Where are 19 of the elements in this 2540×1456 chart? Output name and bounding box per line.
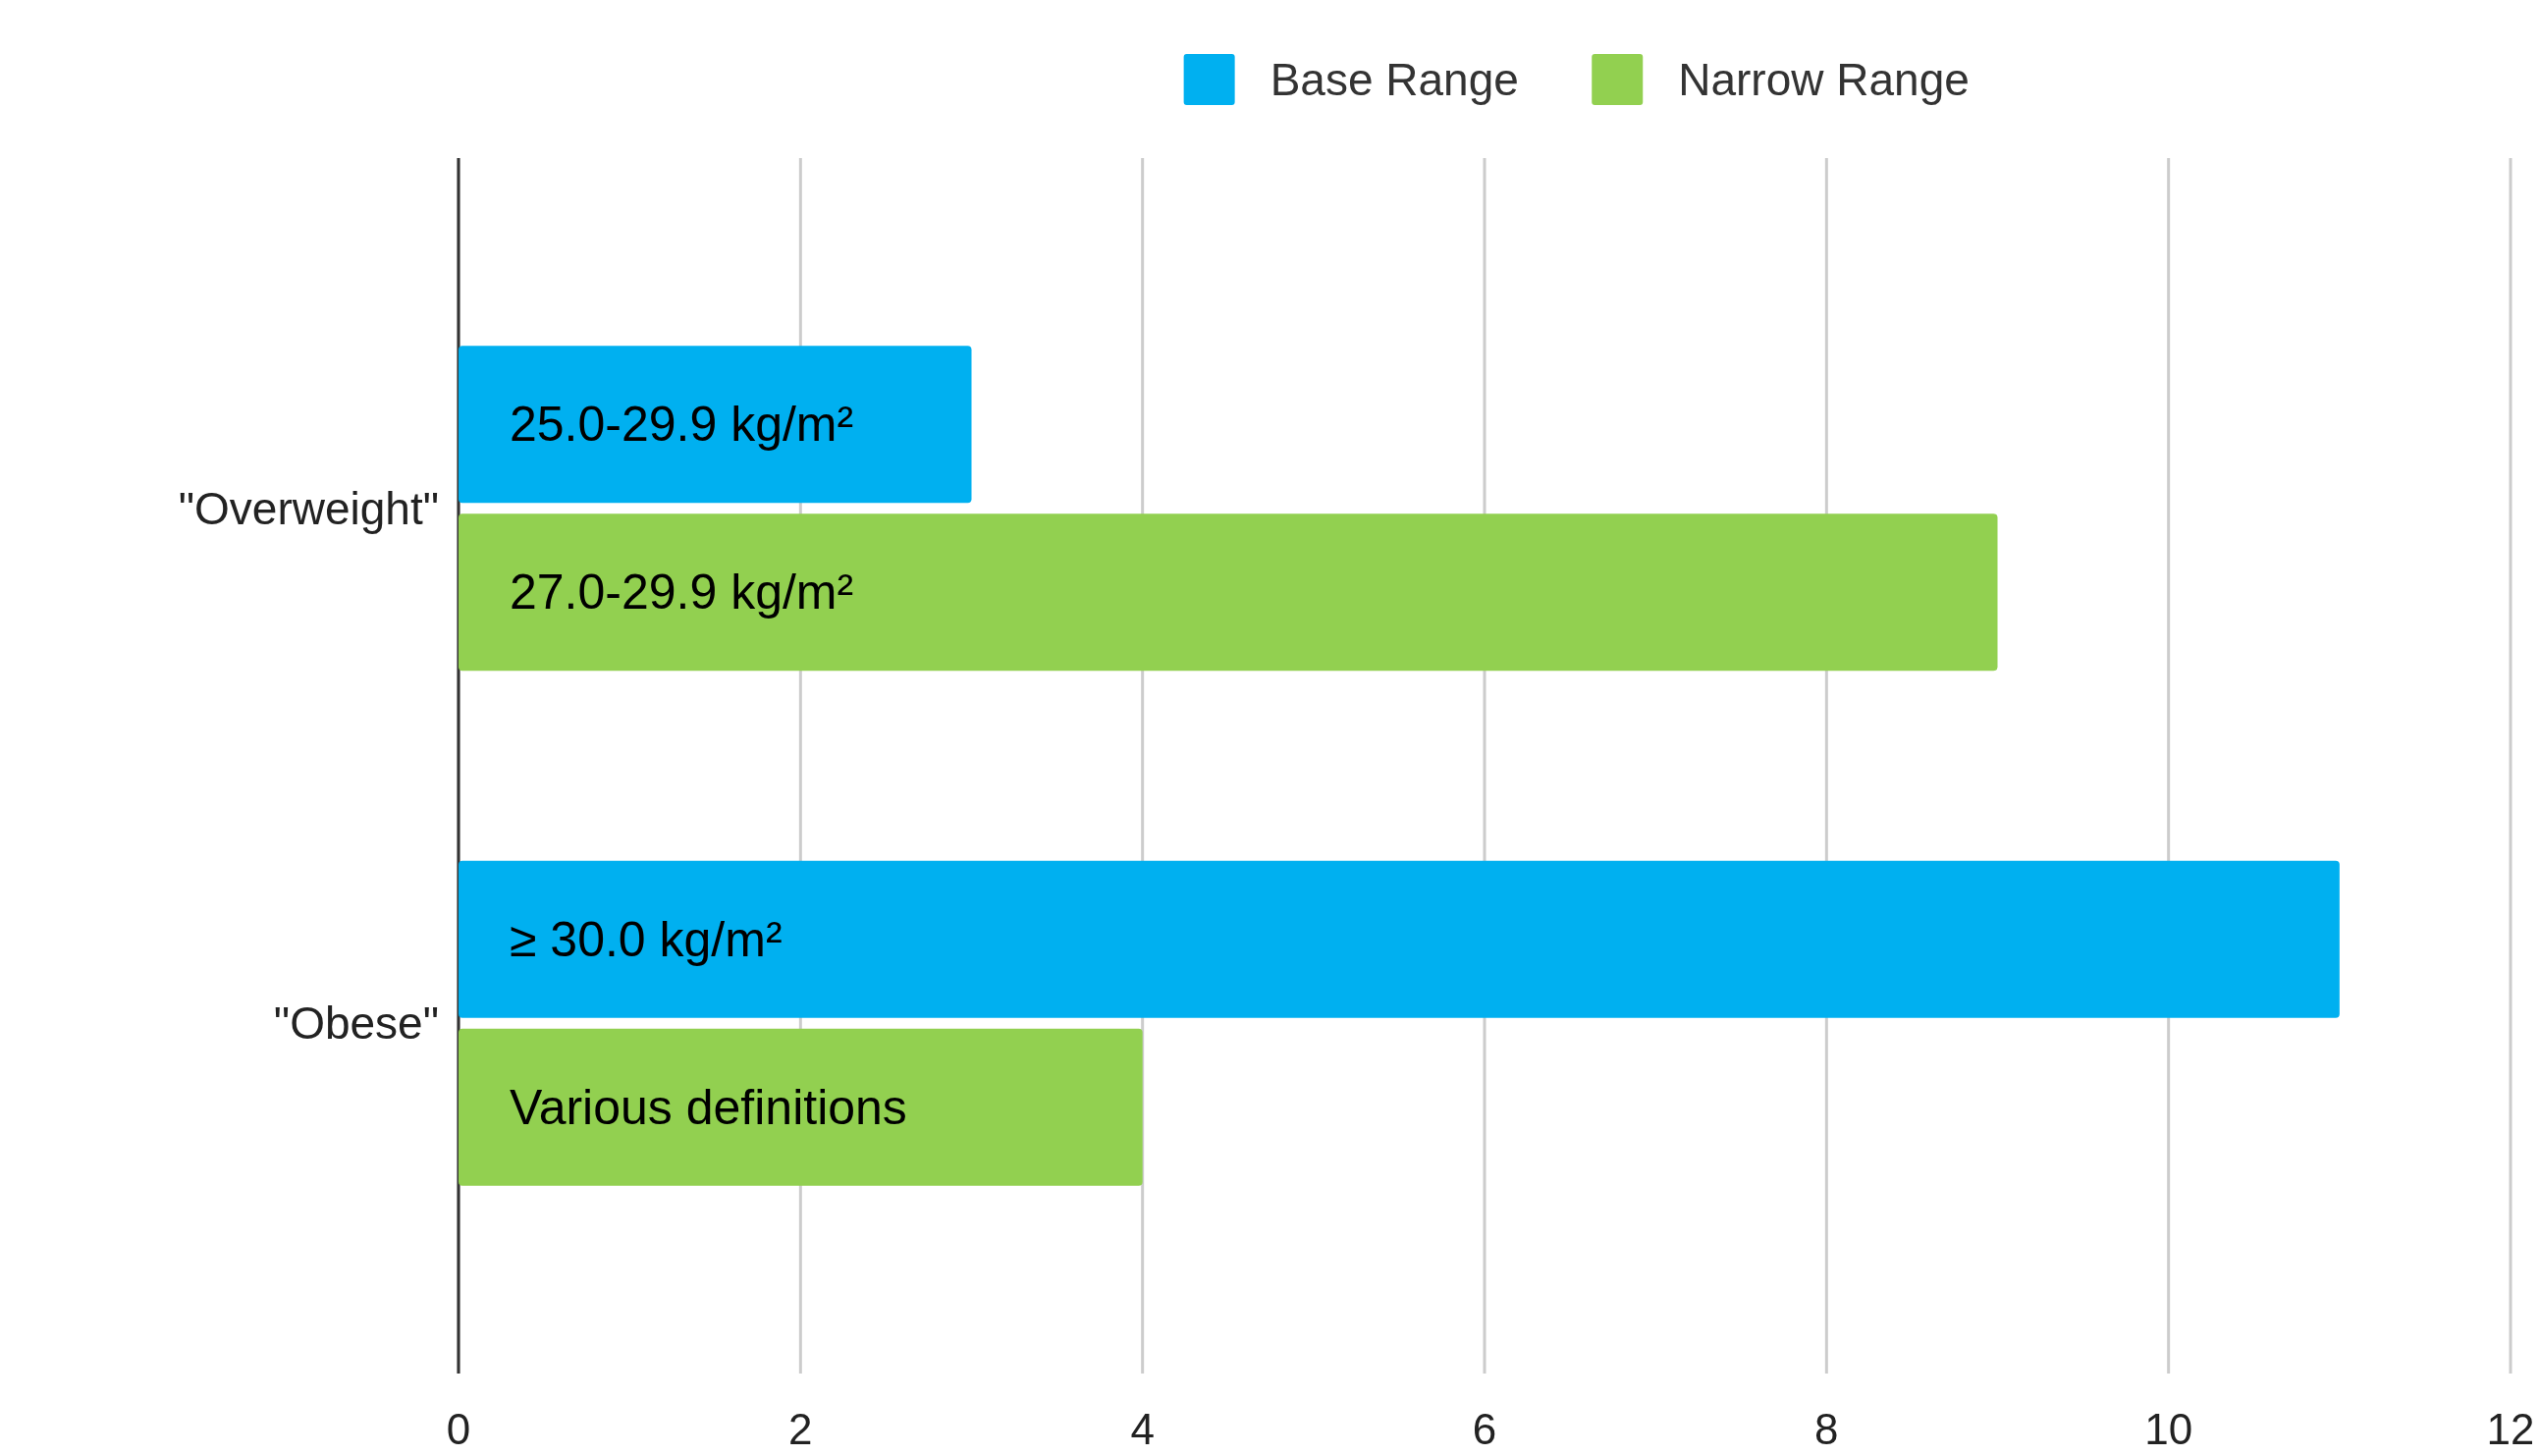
- bar: [459, 1028, 1143, 1186]
- x-tick-label: 2: [788, 1404, 813, 1453]
- data-label: ≥ 30.0 kg/m²: [510, 911, 783, 967]
- bar: [459, 346, 972, 504]
- x-tick-label: 0: [446, 1404, 471, 1453]
- bar: [459, 860, 2340, 1018]
- x-tick-label: 6: [1472, 1404, 1497, 1453]
- x-tick-label: 4: [1130, 1404, 1155, 1453]
- x-tick-label: 12: [2486, 1404, 2535, 1453]
- data-label: Various definitions: [510, 1079, 907, 1135]
- data-label: 27.0-29.9 kg/m²: [510, 565, 854, 620]
- bar: [459, 513, 1998, 672]
- x-tick-label: 8: [1814, 1404, 1839, 1453]
- data-label: 25.0-29.9 kg/m²: [510, 397, 854, 453]
- y-tick-label: "Overweight": [178, 482, 439, 534]
- legend-label: Base Range: [1270, 54, 1519, 105]
- y-tick-label: "Obese": [273, 998, 439, 1050]
- legend-label: Narrow Range: [1678, 54, 1970, 105]
- x-tick-label: 10: [2144, 1404, 2193, 1453]
